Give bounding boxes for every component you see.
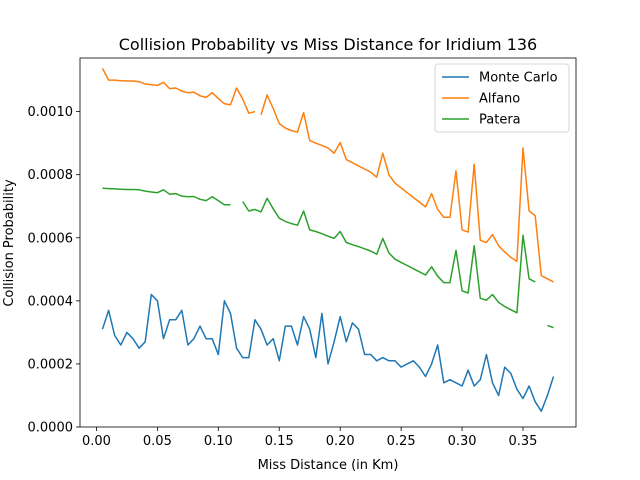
x-tick-label: 0.05 [143,434,172,449]
y-tick-label: 0.0000 [28,421,74,436]
y-tick-label: 0.0008 [28,168,74,183]
legend-box [434,63,570,133]
series-lines [101,68,555,412]
x-tick-label: 0.35 [509,434,538,449]
series-line-patera [102,187,554,329]
legend-label-alfano: Alfano [479,92,520,107]
y-axis-label: Collision Probability [2,179,17,307]
chart-title: Collision Probability vs Miss Distance f… [119,35,537,54]
series-line-alfano [101,68,554,283]
y-axis-ticks: 0.0000 0.0002 0.0004 0.0006 0.0008 0.0010 [28,105,80,436]
legend-label-patera: Patera [479,113,521,128]
y-tick-label: 0.0010 [28,105,74,120]
x-tick-label: 0.00 [82,434,111,449]
x-axis-ticks: 0.00 0.05 0.10 0.15 0.20 0.25 0.30 0.35 [82,427,537,449]
legend: Monte Carlo Alfano Patera [434,63,570,133]
y-tick-label: 0.0006 [28,231,74,246]
y-tick-label: 0.0002 [28,357,74,372]
x-tick-label: 0.10 [204,434,233,449]
series-line-monte-carlo [101,293,555,412]
plot-frame [79,57,577,428]
x-tick-label: 0.30 [448,434,477,449]
x-tick-label: 0.15 [265,434,294,449]
legend-label-monte-carlo: Monte Carlo [479,71,558,86]
y-tick-label: 0.0004 [28,294,74,309]
x-tick-label: 0.25 [387,434,416,449]
x-axis-label: Miss Distance (in Km) [258,458,399,473]
x-tick-label: 0.20 [326,434,355,449]
